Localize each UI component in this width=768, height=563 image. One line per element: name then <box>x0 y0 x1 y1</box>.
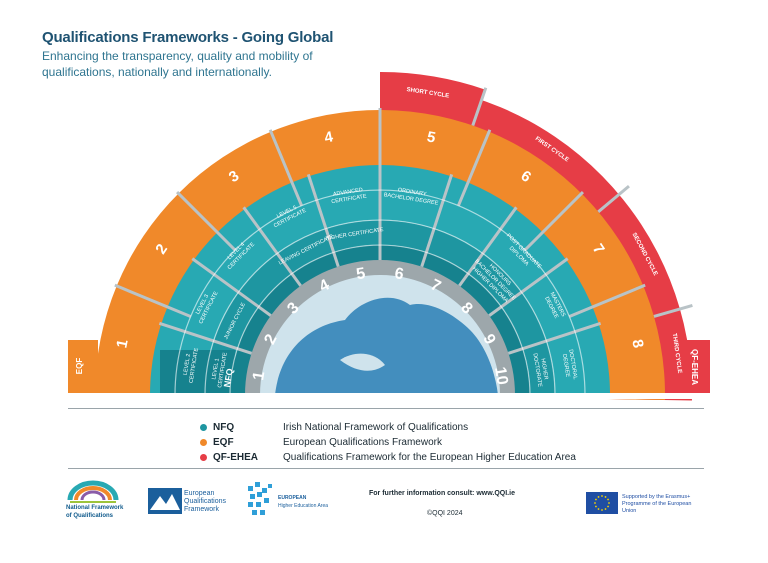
divider-bottom <box>68 468 704 469</box>
nfq-divider-9 <box>507 321 602 355</box>
nfq-award-inner-line: HIGHER <box>539 358 548 380</box>
eqf-divider-2 <box>175 190 237 252</box>
legend-row-nfq: NFQ Irish National Framework of Qualific… <box>200 420 576 435</box>
footer-logos: National Framework of Qualifications Eur… <box>62 476 712 526</box>
nfq-level-10: 10 <box>491 366 511 386</box>
globe-land <box>275 297 498 395</box>
eqf-level-1: 1 <box>113 338 131 349</box>
ehea-logo-mark <box>248 482 272 515</box>
eu-flag <box>586 492 618 514</box>
eqf-tab <box>68 340 98 395</box>
eqf-divider-1 <box>114 283 192 318</box>
nfq-level-6: 6 <box>393 265 405 283</box>
nfq-divider-1 <box>158 321 253 355</box>
contact-info: For further information consult: www.QQI… <box>369 490 515 497</box>
nfq-award-outer-line: DOCTORAL <box>567 349 578 380</box>
legend: NFQ Irish National Framework of Qualific… <box>200 420 576 465</box>
eqf-divider-3 <box>268 129 303 207</box>
eqf-logo-mark <box>148 488 182 514</box>
eqf-divider-6 <box>523 190 585 252</box>
legend-abbr-eqf: EQF <box>213 437 234 448</box>
nfq-logo-text: National Framework of Qualifications <box>66 505 124 519</box>
copyright: ©QQI 2024 <box>427 510 463 517</box>
legend-dot-qfehea <box>200 454 207 461</box>
eqf-level-8: 8 <box>628 338 646 349</box>
nfq-divider-2 <box>191 257 272 317</box>
nfq-award-outer-line: ORDINARY <box>397 187 427 198</box>
legend-dot-nfq <box>200 424 207 431</box>
nfq-award-outer-line: ADVANCED <box>333 187 364 198</box>
legend-desc-eqf: European Qualifications Framework <box>283 437 442 448</box>
nfq-divider-6 <box>420 173 454 268</box>
ring-border-2 <box>204 219 556 396</box>
eqf-label: EQF <box>75 358 84 375</box>
qfehea-divider-2 <box>597 184 630 213</box>
nfq-level-5: 5 <box>355 265 367 283</box>
nfq-award-outer-line: LEVEL 2 <box>183 353 192 375</box>
nfq-award-inner-line: LEVEL 1 <box>211 358 220 380</box>
nfq-award-inner-line: DOCTORATE <box>531 353 542 388</box>
qfehea-divider-1 <box>471 87 488 127</box>
legend-dot-eqf <box>200 439 207 446</box>
eqf-band <box>95 110 665 400</box>
nfq-label: NFQ <box>222 368 235 388</box>
legend-abbr-qfehea: QF-EHEA <box>213 452 258 463</box>
ring-border-1 <box>229 244 531 396</box>
ehea-logo-text: Higher Education Area <box>278 503 329 509</box>
legend-abbr-nfq: NFQ <box>213 422 235 433</box>
nfq-level-1: 1 <box>250 370 268 382</box>
cycle-label-4: THIRD CYCLE <box>671 333 683 374</box>
eqf-logo-text: European Qualifications Framework <box>184 490 227 513</box>
base-strip <box>60 393 720 399</box>
nfq-award-inner-line: CERTIFICATE <box>217 352 229 388</box>
erasmus-text: Supported by the Erasmus+ Programme of t… <box>622 494 692 514</box>
nfq-divider-8 <box>488 257 569 317</box>
nfq-award-outer-line: CERTIFICATE <box>331 194 367 206</box>
page-title: Qualifications Frameworks - Going Global <box>42 29 334 46</box>
qfehea-tab <box>668 340 710 395</box>
legend-row-qfehea: QF-EHEA Qualifications Framework for the… <box>200 450 576 465</box>
nfq-divider-4 <box>306 173 340 268</box>
legend-desc-nfq: Irish National Framework of Qualificatio… <box>283 422 469 433</box>
qfehea-label: QF-EHEA <box>690 349 699 385</box>
nfq-award-ring <box>150 164 611 400</box>
eqf-divider-7 <box>568 283 646 318</box>
eqf-level-5: 5 <box>425 128 436 146</box>
nfq-award-outer-line: CERTIFICATE <box>189 347 201 383</box>
legend-row-eqf: EQF European Qualifications Framework <box>200 435 576 450</box>
nfq-award-outer-line: DEGREE <box>561 354 571 378</box>
nfq-middle-ring <box>205 219 555 399</box>
nfq-divider-3 <box>242 206 302 287</box>
divider-top <box>68 408 704 409</box>
nfq-divider-7 <box>458 206 518 287</box>
page-subtitle: Enhancing the transparency, quality and … <box>42 49 313 79</box>
qfehea-divider-3 <box>653 303 693 318</box>
ehea-logo-title: EUROPEAN <box>278 495 307 501</box>
nfq-logo <box>67 480 119 503</box>
ring-border-3 <box>174 189 586 396</box>
legend-desc-qfehea: Qualifications Framework for the Europea… <box>283 452 576 463</box>
nfq-tab <box>160 350 235 395</box>
globe-sea <box>340 353 385 371</box>
eqf-divider-5 <box>457 129 492 207</box>
